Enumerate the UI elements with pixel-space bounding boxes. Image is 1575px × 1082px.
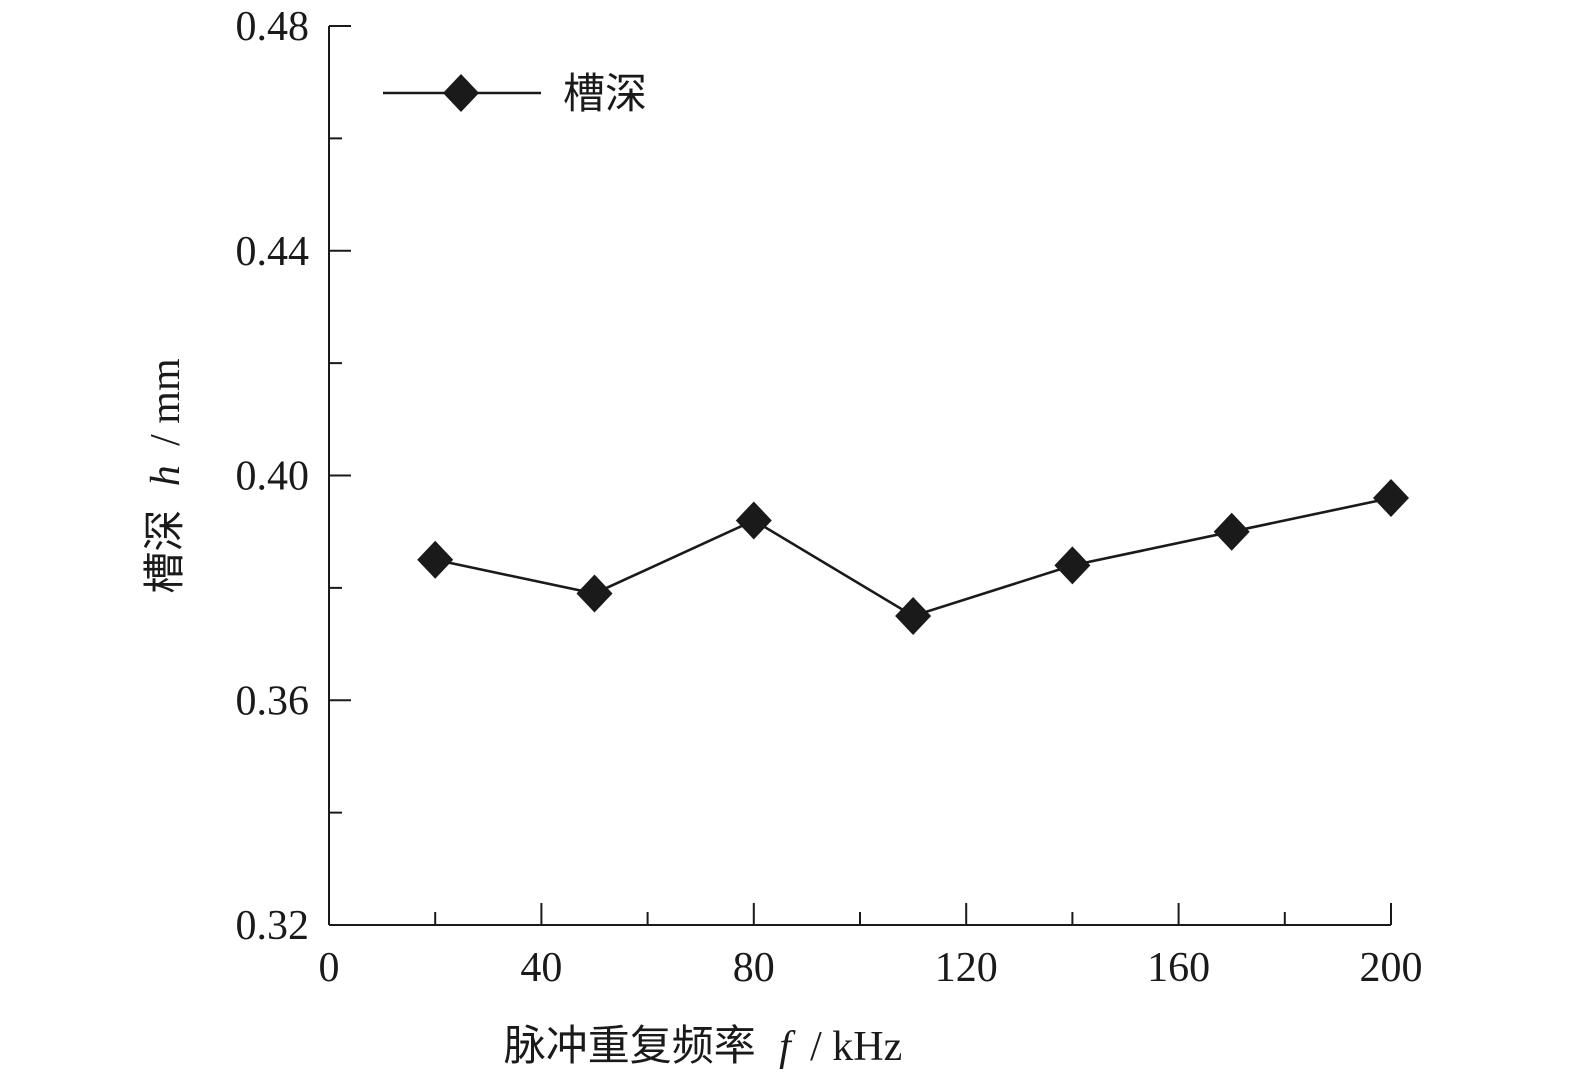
y-axis-title-unit: / mm (143, 358, 189, 446)
y-axis-title-variable: h (143, 465, 189, 486)
x-axis-title-main: 脉冲重复频率 (504, 1021, 756, 1070)
y-tick-label: 0.48 (236, 4, 310, 50)
data-point-marker (417, 540, 454, 579)
y-tick-label: 0.40 (236, 454, 310, 500)
y-tick-label: 0.32 (236, 903, 310, 949)
data-point-marker (1213, 512, 1250, 551)
series (417, 478, 1409, 635)
x-tick-label: 0 (319, 945, 340, 991)
x-axis-title-variable: f (779, 1024, 796, 1070)
x-tick-label: 200 (1360, 945, 1423, 991)
y-axis-title: 槽深 h / mm (140, 358, 189, 594)
y-tick-label: 0.44 (236, 229, 310, 275)
legend-marker-icon (443, 74, 479, 112)
x-axis-title-unit: / kHz (810, 1024, 902, 1070)
axes (328, 26, 1391, 926)
svg-text:槽深 h / mm: 槽深 h / mm (140, 358, 189, 594)
svg-text:脉冲重复频率 f / kHz: 脉冲重复频率 f / kHz (504, 1021, 903, 1070)
data-point-marker (1054, 546, 1091, 585)
data-point-marker (735, 501, 772, 540)
data-point-marker (1373, 478, 1409, 517)
data-point-marker (895, 596, 932, 635)
x-tick-label: 160 (1147, 945, 1210, 991)
y-axis-title-main: 槽深 (140, 510, 189, 594)
x-tick-label: 120 (935, 945, 998, 991)
data-point-marker (576, 574, 613, 613)
legend: 槽深 (383, 69, 647, 118)
legend-label: 槽深 (563, 69, 647, 118)
x-tick-label: 80 (733, 945, 775, 991)
x-axis-title: 脉冲重复频率 f / kHz (504, 1021, 903, 1070)
x-tick-label: 40 (520, 945, 562, 991)
ticks: 0 40 80 120 160 200 0.32 0.36 0.40 0.44 0.48 (236, 4, 1423, 991)
y-tick-label: 0.36 (236, 678, 310, 724)
